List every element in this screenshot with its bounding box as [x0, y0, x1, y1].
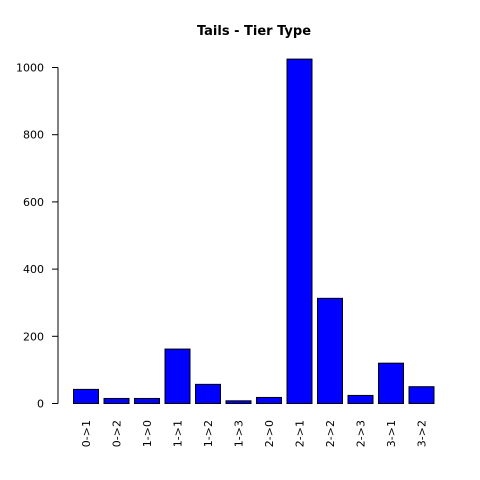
x-category-label: 0->2 — [111, 420, 124, 447]
bar — [379, 363, 404, 403]
y-tick-label: 800 — [23, 129, 44, 142]
x-category-label: 3->1 — [385, 420, 398, 447]
y-tick-label: 1000 — [16, 62, 44, 75]
bar — [348, 395, 373, 403]
x-category-label: 1->0 — [141, 420, 154, 447]
bar — [409, 387, 434, 404]
x-category-label: 3->2 — [416, 420, 429, 447]
bar — [104, 398, 129, 403]
x-axis-labels: 0->1 0->2 1->0 1->1 1->2 1->3 2->0 2->1 2->2 2->3… — [80, 420, 429, 447]
bars — [74, 59, 435, 403]
bar — [257, 397, 282, 403]
bar — [318, 298, 343, 403]
x-category-label: 2->2 — [324, 420, 337, 447]
y-tick-label: 0 — [37, 398, 44, 411]
bar — [165, 349, 190, 403]
x-category-label: 1->3 — [233, 420, 246, 447]
x-category-label: 1->2 — [202, 420, 215, 447]
x-category-label: 1->1 — [172, 420, 185, 447]
y-tick-label: 600 — [23, 196, 44, 209]
chart-title: Tails - Tier Type — [197, 24, 311, 39]
bar — [287, 59, 312, 403]
y-tick-label: 200 — [23, 330, 44, 343]
bar — [135, 398, 160, 403]
x-category-label: 0->1 — [80, 420, 93, 447]
x-category-label: 2->3 — [355, 420, 368, 447]
y-tick-label: 400 — [23, 263, 44, 276]
y-axis: 0 200 400 600 800 1000 — [16, 62, 58, 411]
bar — [226, 401, 251, 404]
x-category-label: 2->1 — [294, 420, 307, 447]
x-category-label: 2->0 — [263, 420, 276, 447]
bar — [196, 384, 221, 403]
bar — [74, 389, 99, 403]
